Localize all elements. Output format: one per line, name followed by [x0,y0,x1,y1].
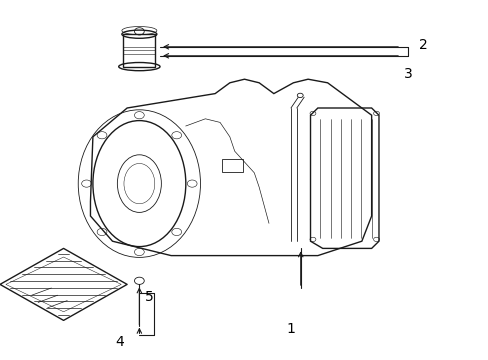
Text: 1: 1 [286,323,295,336]
Circle shape [297,93,303,98]
Text: 3: 3 [403,67,412,81]
Text: 2: 2 [418,38,427,52]
Text: 4: 4 [115,335,124,349]
Text: 5: 5 [144,290,153,304]
Bar [123,34,155,67]
Bar [221,159,243,172]
